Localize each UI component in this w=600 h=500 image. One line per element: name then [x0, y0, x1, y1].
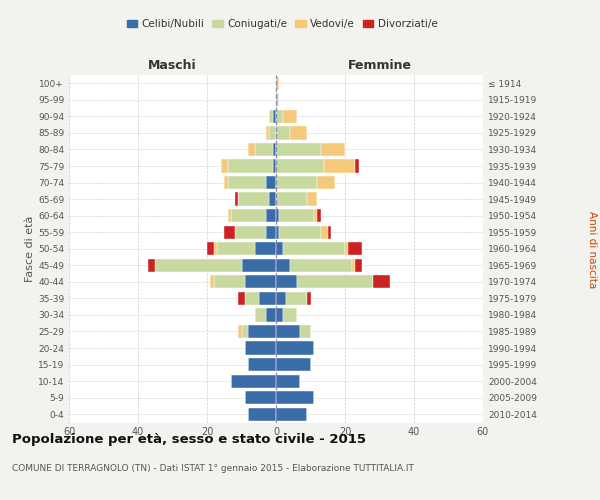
Bar: [328, 226, 331, 239]
Bar: [321, 226, 328, 239]
Bar: [314, 209, 317, 222]
Bar: [276, 325, 300, 338]
Bar: [256, 242, 276, 256]
Bar: [148, 258, 155, 272]
Bar: [248, 358, 276, 371]
Bar: [276, 160, 325, 172]
Bar: [231, 209, 266, 222]
Legend: Celibi/Nubili, Coniugati/e, Vedovi/e, Divorziati/e: Celibi/Nubili, Coniugati/e, Vedovi/e, Di…: [122, 15, 442, 34]
Bar: [241, 325, 248, 338]
Bar: [276, 408, 307, 421]
Bar: [207, 242, 214, 256]
Bar: [283, 242, 345, 256]
Bar: [231, 374, 276, 388]
Text: COMUNE DI TERRAGNOLO (TN) - Dati ISTAT 1° gennaio 2015 - Elaborazione TUTTITALIA: COMUNE DI TERRAGNOLO (TN) - Dati ISTAT 1…: [12, 464, 414, 473]
Bar: [235, 226, 266, 239]
Bar: [256, 143, 272, 156]
Bar: [317, 176, 335, 189]
Bar: [241, 258, 276, 272]
Bar: [283, 308, 296, 322]
Bar: [266, 209, 276, 222]
Bar: [321, 143, 345, 156]
Bar: [245, 342, 276, 354]
Bar: [245, 292, 259, 305]
Bar: [290, 126, 307, 140]
Bar: [272, 160, 276, 172]
Bar: [224, 176, 228, 189]
Bar: [221, 160, 228, 172]
Bar: [228, 160, 272, 172]
Bar: [352, 258, 355, 272]
Bar: [224, 226, 235, 239]
Text: Femmine: Femmine: [347, 58, 412, 71]
Bar: [276, 76, 280, 90]
Bar: [269, 192, 276, 205]
Bar: [266, 226, 276, 239]
Bar: [248, 408, 276, 421]
Bar: [155, 258, 241, 272]
Bar: [266, 308, 276, 322]
Bar: [373, 275, 390, 288]
Bar: [214, 242, 217, 256]
Bar: [290, 258, 352, 272]
Bar: [276, 275, 296, 288]
Bar: [266, 126, 269, 140]
Bar: [211, 275, 214, 288]
Bar: [245, 391, 276, 404]
Bar: [276, 358, 311, 371]
Bar: [259, 292, 276, 305]
Bar: [276, 292, 286, 305]
Text: Maschi: Maschi: [148, 58, 197, 71]
Bar: [256, 308, 266, 322]
Bar: [245, 275, 276, 288]
Bar: [296, 275, 373, 288]
Bar: [280, 209, 314, 222]
Bar: [217, 242, 256, 256]
Bar: [276, 176, 317, 189]
Bar: [276, 126, 290, 140]
Bar: [280, 226, 321, 239]
Bar: [276, 242, 283, 256]
Text: Popolazione per età, sesso e stato civile - 2015: Popolazione per età, sesso e stato civil…: [12, 432, 366, 446]
Bar: [276, 209, 280, 222]
Bar: [235, 192, 238, 205]
Bar: [214, 275, 245, 288]
Bar: [355, 258, 362, 272]
Bar: [276, 258, 290, 272]
Bar: [283, 110, 296, 123]
Bar: [349, 242, 362, 256]
Bar: [272, 110, 276, 123]
Bar: [238, 292, 245, 305]
Bar: [266, 176, 276, 189]
Bar: [276, 391, 314, 404]
Bar: [228, 209, 231, 222]
Bar: [307, 292, 311, 305]
Bar: [269, 126, 276, 140]
Bar: [345, 242, 349, 256]
Bar: [317, 209, 321, 222]
Y-axis label: Fasce di età: Fasce di età: [25, 216, 35, 282]
Bar: [276, 374, 300, 388]
Bar: [286, 292, 307, 305]
Bar: [276, 93, 280, 106]
Bar: [238, 192, 269, 205]
Bar: [276, 226, 280, 239]
Bar: [228, 176, 266, 189]
Bar: [238, 325, 241, 338]
Bar: [272, 143, 276, 156]
Bar: [269, 110, 272, 123]
Text: Anni di nascita: Anni di nascita: [587, 212, 597, 288]
Bar: [300, 325, 311, 338]
Bar: [325, 160, 355, 172]
Bar: [276, 342, 314, 354]
Bar: [276, 192, 307, 205]
Bar: [248, 143, 256, 156]
Bar: [355, 160, 359, 172]
Bar: [276, 308, 283, 322]
Bar: [276, 110, 283, 123]
Bar: [276, 143, 321, 156]
Bar: [248, 325, 276, 338]
Bar: [307, 192, 317, 205]
